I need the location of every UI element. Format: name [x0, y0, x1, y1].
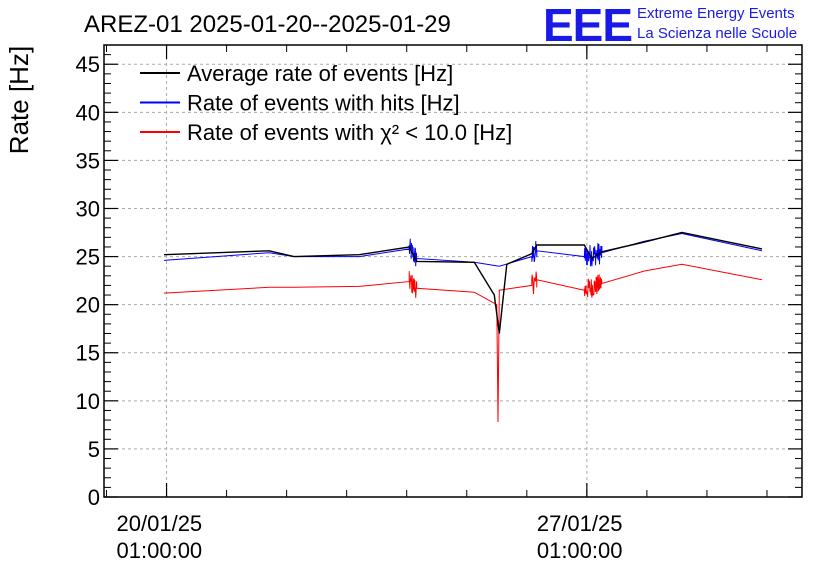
series-line	[163, 232, 763, 267]
plot-frame	[103, 44, 803, 498]
series-line	[163, 263, 763, 423]
series-layer	[163, 231, 763, 423]
logo-line-2: La Scienza nelle Scuole	[637, 25, 798, 42]
y-tick-label: 5	[88, 437, 100, 462]
y-axis-label: Rate [Hz]	[4, 46, 34, 154]
y-tick-label: 25	[76, 245, 100, 270]
series-line	[163, 231, 763, 334]
legend: Average rate of events [Hz] Rate of event…	[140, 61, 512, 145]
chart-title: AREZ-01 2025-01-20--2025-01-29	[84, 11, 451, 38]
y-tick-label: 15	[76, 341, 100, 366]
y-tick-label: 35	[76, 148, 100, 173]
x-tick-time-label: 01:00:00	[117, 538, 203, 563]
y-tick-label: 30	[76, 196, 100, 221]
grid-lines	[104, 45, 802, 497]
y-tick-label: 0	[88, 485, 100, 510]
y-tick-label: 10	[76, 389, 100, 414]
y-tick-label: 40	[76, 100, 100, 125]
legend-label: Rate of events with χ² < 10.0 [Hz]	[187, 120, 512, 145]
logo-line-1: Extreme Energy Events	[637, 5, 795, 22]
y-tick-label: 45	[76, 52, 100, 77]
legend-label: Rate of events with hits [Hz]	[187, 91, 460, 116]
axes: 05101520253035404520/01/2501:00:0027/01/…	[76, 44, 802, 563]
x-tick-date-label: 20/01/25	[117, 511, 203, 536]
eee-logo: EEE Extreme Energy Events La Scienza nel…	[543, 0, 833, 51]
legend-label: Average rate of events [Hz]	[187, 61, 453, 86]
y-tick-label: 20	[76, 293, 100, 318]
x-tick-time-label: 01:00:00	[537, 538, 623, 563]
x-tick-date-label: 27/01/25	[537, 511, 623, 536]
eee-logo-mark: EEE	[543, 0, 633, 51]
